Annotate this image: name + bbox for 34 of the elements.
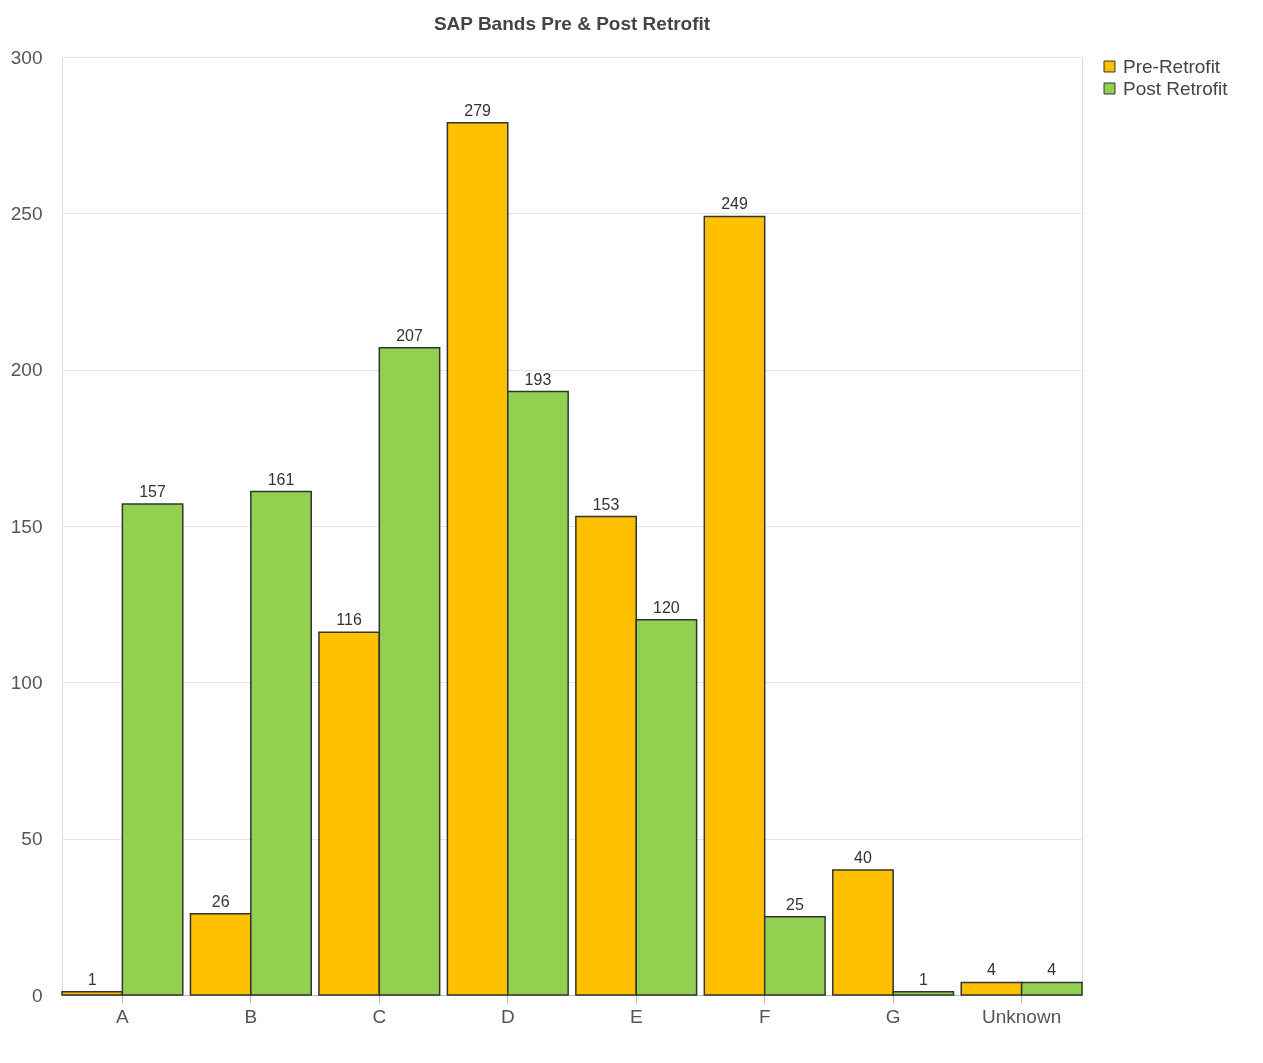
data-label: 4 xyxy=(986,961,996,979)
data-label: 207 xyxy=(396,326,423,344)
data-label: 1 xyxy=(87,970,97,988)
data-label: 1 xyxy=(918,970,928,988)
data-label: 249 xyxy=(721,195,748,213)
data-label: 25 xyxy=(785,895,804,913)
y-tick-label: 250 xyxy=(10,202,43,224)
data-label: 153 xyxy=(592,495,620,513)
data-label: 26 xyxy=(211,892,230,910)
x-tick-label: G xyxy=(885,1005,901,1027)
data-label: 157 xyxy=(139,483,167,501)
y-tick-label: 200 xyxy=(10,359,43,381)
x-tick-label: A xyxy=(116,1005,130,1027)
y-tick-label: 50 xyxy=(21,828,43,850)
x-tick-label: D xyxy=(500,1005,515,1027)
data-label: 116 xyxy=(336,611,362,629)
data-label: 279 xyxy=(464,101,492,119)
chart-title: SAP Bands Pre & Post Retrofit xyxy=(433,13,711,34)
x-tick-label: B xyxy=(244,1005,258,1027)
y-tick-label: 150 xyxy=(10,515,43,537)
data-label: 4 xyxy=(1047,961,1057,979)
x-tick-label: Unknown xyxy=(982,1005,1062,1027)
data-label: 120 xyxy=(653,598,680,616)
legend-label: Post Retrofit xyxy=(1123,77,1229,99)
y-tick-label: 100 xyxy=(10,671,43,693)
y-tick-label: 0 xyxy=(31,984,43,1006)
x-tick-label: C xyxy=(372,1005,387,1027)
x-tick-label: E xyxy=(629,1005,643,1027)
legend-label: Pre-Retrofit xyxy=(1123,55,1221,77)
x-tick-label: F xyxy=(758,1005,771,1027)
data-label: 40 xyxy=(854,848,872,866)
y-tick-label: 300 xyxy=(10,46,43,68)
data-label: 161 xyxy=(267,470,295,488)
data-label: 193 xyxy=(524,370,552,388)
